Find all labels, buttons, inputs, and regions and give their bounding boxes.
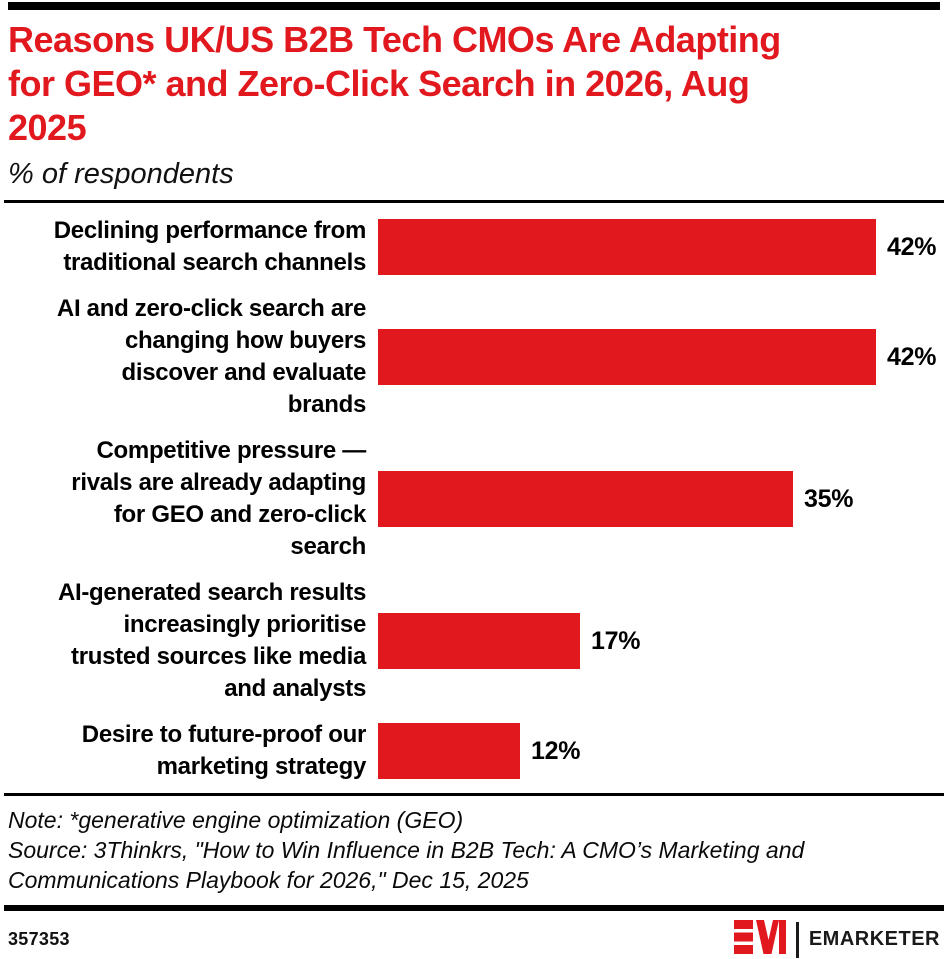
chart-id: 357353 xyxy=(8,929,70,949)
bar xyxy=(378,613,580,669)
chart-row: AI-generated search results increasingly… xyxy=(8,577,940,705)
bar-value-label: 35% xyxy=(804,484,854,513)
notes-block: Note: *generative engine optimization (G… xyxy=(8,796,940,905)
bar xyxy=(378,471,793,527)
bar-category-label: Declining performance from traditional s… xyxy=(53,217,367,276)
bar-value-label: 42% xyxy=(887,232,937,261)
bar xyxy=(378,723,520,779)
brand-name: EMARKETER xyxy=(808,928,940,950)
bar-value-label: 17% xyxy=(591,626,641,655)
chart-row: Desire to future-proof our marketing str… xyxy=(8,719,940,783)
bar xyxy=(378,329,876,385)
bar-track: 35% xyxy=(378,471,940,527)
header-divider xyxy=(4,200,944,203)
bar-track: 42% xyxy=(378,219,940,275)
bar-value-label: 12% xyxy=(531,736,581,765)
bar-category-label: Desire to future-proof our marketing str… xyxy=(81,721,367,780)
chart-row: Competitive pressure — rivals are alread… xyxy=(8,435,940,563)
bar-chart: Declining performance from traditional s… xyxy=(8,203,940,793)
bar-category-label: AI and zero-click search are changing ho… xyxy=(56,295,366,418)
emarketer-logo: EMARKETER xyxy=(733,920,940,959)
bar-category-label: Competitive pressure — rivals are alread… xyxy=(71,437,366,560)
source-text: Source: 3Thinkrs, "How to Win Influence … xyxy=(8,837,805,893)
footer: 357353 EMARKETER xyxy=(8,911,940,959)
chart-row: Declining performance from traditional s… xyxy=(8,215,940,279)
bar-track: 42% xyxy=(378,329,940,385)
footer-divider xyxy=(4,905,944,911)
chart-header: Reasons UK/US B2B Tech CMOs Are Adapting… xyxy=(8,10,940,192)
bar xyxy=(378,219,876,275)
top-accent-bar xyxy=(8,2,940,10)
chart-title: Reasons UK/US B2B Tech CMOs Are Adapting… xyxy=(8,19,781,148)
emarketer-monogram-icon xyxy=(733,920,786,959)
chart-row: AI and zero-click search are changing ho… xyxy=(8,293,940,421)
note-divider xyxy=(4,793,944,796)
bar-track: 17% xyxy=(378,613,940,669)
note-text: Note: *generative engine optimization (G… xyxy=(8,807,464,833)
chart-subtitle: % of respondents xyxy=(8,158,234,190)
bar-value-label: 42% xyxy=(887,342,937,371)
bar-track: 12% xyxy=(378,723,940,779)
logo-separator xyxy=(795,921,799,958)
bar-category-label: AI-generated search results increasingly… xyxy=(57,579,366,702)
